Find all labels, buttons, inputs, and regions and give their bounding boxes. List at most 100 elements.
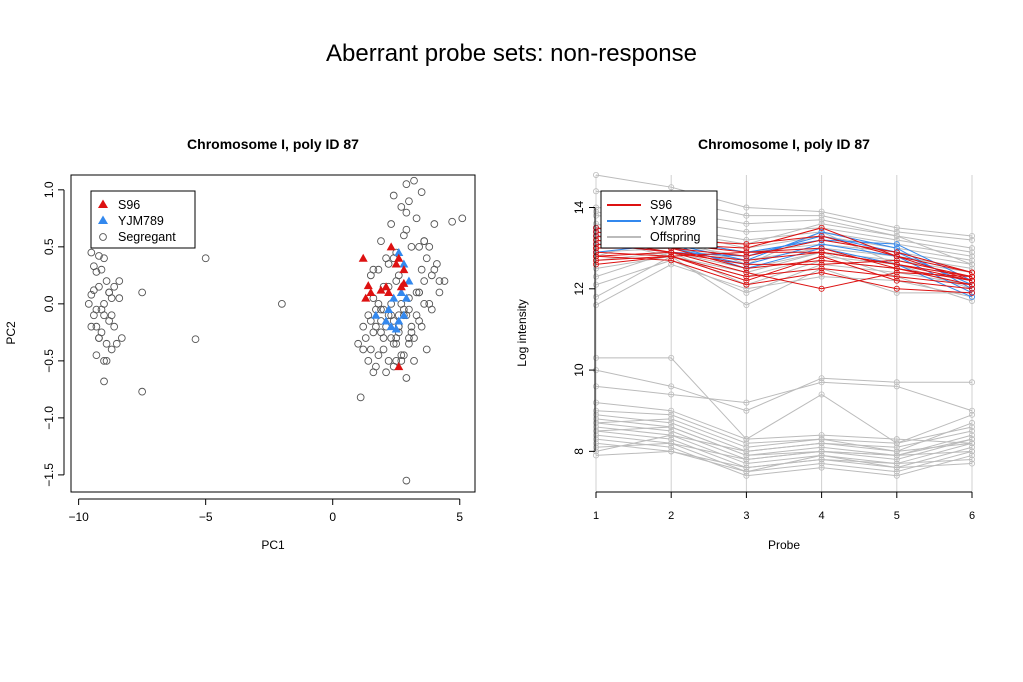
offspring-line — [595, 418, 973, 456]
offspring-point — [593, 273, 600, 280]
offspring-line — [596, 357, 973, 444]
offspring-point — [893, 440, 900, 447]
offspring-line — [595, 239, 973, 302]
offspring-point — [743, 237, 750, 244]
segregant-point — [138, 387, 146, 396]
offspring-point — [593, 212, 600, 219]
y-tick-label: −1.5 — [42, 463, 56, 487]
offspring-point — [968, 423, 975, 430]
segregant-point — [412, 311, 421, 320]
offspring-line — [595, 369, 972, 412]
s96-line — [595, 247, 973, 286]
offspring-point — [968, 249, 975, 256]
offspring-point — [743, 407, 750, 414]
segregant-point — [110, 322, 119, 331]
segregant-point — [402, 208, 411, 217]
s96-point — [893, 249, 900, 256]
segregant-point — [392, 277, 401, 285]
offspring-point — [668, 419, 675, 426]
offspring-point — [593, 415, 600, 422]
offspring-point — [668, 444, 675, 451]
s96-point — [363, 281, 373, 290]
s96-point — [893, 285, 900, 292]
plot-frame — [70, 174, 476, 493]
offspring-point — [968, 379, 975, 386]
s96-point — [893, 253, 900, 260]
offspring-point — [968, 245, 975, 252]
offspring-line — [595, 410, 973, 452]
offspring-point — [893, 444, 900, 451]
segregant-point — [364, 357, 373, 365]
offspring-point — [593, 293, 600, 300]
offspring-point — [593, 423, 600, 430]
offspring-point — [968, 407, 975, 414]
s96-line — [595, 251, 973, 290]
segregant-point — [191, 335, 200, 344]
offspring-point — [818, 375, 825, 382]
segregant-point — [87, 248, 96, 257]
offspring-point — [743, 452, 750, 459]
segregant-point — [392, 334, 401, 342]
offspring-point — [818, 440, 825, 447]
offspring-point — [893, 464, 900, 471]
segregant-point — [448, 217, 456, 226]
offspring-point — [893, 379, 900, 386]
page-title: Aberrant probe sets: non-response — [326, 40, 697, 67]
offspring-point — [593, 208, 600, 215]
offspring-point — [743, 440, 750, 447]
segregant-point — [458, 214, 467, 223]
offspring-point — [743, 204, 750, 211]
offspring-line — [595, 442, 973, 460]
s96-point — [743, 245, 750, 252]
s96-point — [593, 253, 600, 260]
s96-point — [668, 257, 675, 264]
s96-point — [743, 277, 750, 284]
segregant-point — [382, 368, 390, 377]
offspring-point — [668, 428, 675, 435]
s96-point — [818, 224, 825, 231]
s96-point — [818, 265, 825, 272]
offspring-point — [743, 464, 750, 471]
offspring-point — [743, 444, 750, 451]
offspring-point — [893, 448, 900, 455]
s96-point — [818, 253, 825, 260]
offspring-point — [668, 354, 675, 361]
offspring-point — [893, 472, 900, 479]
yjm789-point — [893, 245, 900, 252]
yjm789-point — [384, 305, 394, 314]
segregant-point — [201, 254, 210, 263]
offspring-point — [818, 432, 825, 439]
segregant-point — [422, 254, 431, 263]
offspring-point — [593, 411, 600, 418]
s96-point — [593, 261, 600, 268]
legend-marker-s96 — [98, 199, 108, 208]
offspring-point — [893, 383, 900, 390]
offspring-point — [668, 423, 675, 430]
offspring-point — [818, 391, 825, 398]
segregant-point — [102, 357, 111, 365]
offspring-point — [818, 273, 825, 280]
segregant-point — [397, 351, 406, 360]
legend-marker-segregant — [99, 233, 107, 241]
offspring-point — [968, 436, 975, 443]
segregant-point — [110, 282, 119, 291]
offspring-point — [743, 212, 750, 219]
pca-scatter-chart: Chromosome I, poly ID 87 −10 −5 0 5 −1.5 −1.0… — [4, 136, 476, 552]
s96-point — [668, 249, 675, 256]
offspring-point — [893, 460, 900, 467]
segregant-point — [102, 339, 111, 348]
segregant-point — [425, 300, 434, 308]
segregant-point — [115, 294, 124, 303]
segregant-point — [374, 300, 383, 308]
s96-point — [743, 249, 750, 256]
offspring-line — [595, 263, 973, 306]
segregant-point — [374, 265, 383, 274]
offspring-point — [593, 419, 600, 426]
s96-point — [818, 237, 825, 244]
offspring-point — [968, 411, 975, 418]
y-axis-label: Log intensity — [515, 299, 529, 366]
segregant-point — [435, 288, 444, 297]
offspring-point — [968, 257, 975, 264]
x-tick-label: 3 — [743, 510, 749, 522]
offspring-point — [968, 432, 975, 439]
